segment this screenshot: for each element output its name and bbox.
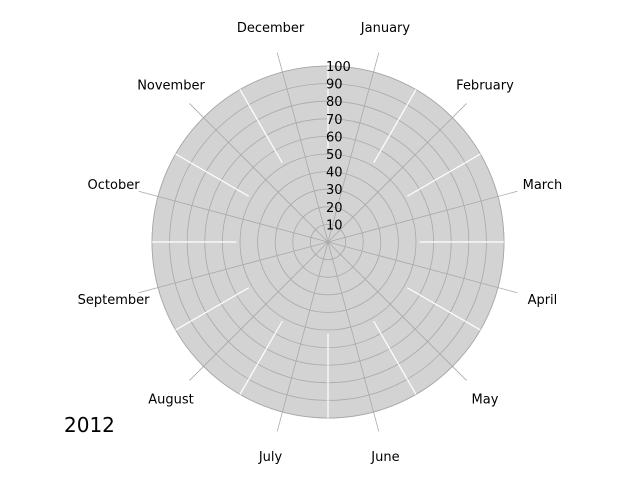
sector-divider — [175, 287, 250, 331]
month-label: December — [237, 21, 305, 36]
angular-grid-spoke — [327, 103, 467, 243]
radial-grid-ring — [257, 171, 399, 313]
month-label: September — [78, 293, 151, 308]
angular-grid-spoke — [327, 52, 380, 243]
sector-divider — [239, 320, 283, 395]
angular-grid-spoke — [327, 190, 518, 243]
radial-tick-label: 60 — [326, 130, 343, 145]
angular-grid-spoke — [189, 241, 329, 381]
month-label: May — [472, 392, 499, 407]
radial-grid-ring — [239, 153, 417, 331]
month-label: June — [370, 450, 399, 465]
sector-divider — [406, 153, 481, 197]
sector-divider — [406, 287, 481, 331]
angular-grid-spoke — [276, 52, 329, 243]
radial-tick-label: 20 — [326, 201, 343, 216]
month-label: November — [137, 79, 205, 94]
radial-tick-label: 30 — [326, 183, 343, 198]
radial-grid-ring — [274, 188, 382, 296]
angular-grid-spoke — [327, 241, 518, 294]
month-label: October — [88, 178, 141, 193]
angular-grid-spoke — [276, 241, 329, 432]
year-label: 2012 — [64, 413, 115, 437]
month-label: July — [258, 450, 283, 465]
month-label: February — [456, 79, 514, 94]
month-label: March — [523, 178, 563, 193]
radial-tick-label: 40 — [326, 166, 343, 181]
sector-divider — [373, 89, 417, 164]
polar-grid-layer — [138, 52, 518, 432]
radial-tick-label: 80 — [326, 95, 343, 110]
angular-grid-spoke — [138, 190, 329, 243]
sector-divider — [175, 153, 250, 197]
angular-grid-spoke — [189, 103, 329, 243]
angular-grid-spoke — [327, 241, 467, 381]
radial-tick-label: 70 — [326, 113, 343, 128]
radial-tick-label: 100 — [326, 60, 351, 75]
month-label: January — [360, 21, 411, 36]
angular-grid-spoke — [138, 241, 329, 294]
radial-tick-label: 90 — [326, 78, 343, 93]
month-label: April — [528, 293, 558, 308]
sector-divider — [373, 320, 417, 395]
radial-tick-label: 10 — [326, 218, 343, 233]
radial-tick-label: 50 — [326, 148, 343, 163]
angular-grid-spoke — [327, 241, 380, 432]
sector-divider — [239, 89, 283, 164]
polar-labels-layer: January February March April May June July Augu… — [78, 21, 563, 465]
radial-grid-ring — [309, 223, 346, 260]
month-label: August — [148, 392, 194, 407]
radial-grid-ring — [292, 206, 364, 278]
